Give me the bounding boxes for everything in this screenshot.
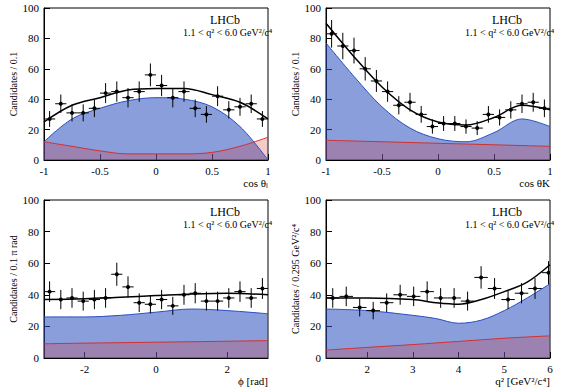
svg-text:0: 0	[315, 154, 321, 166]
svg-text:0.5: 0.5	[205, 165, 219, 177]
svg-text:-0.5: -0.5	[373, 165, 391, 177]
svg-text:-1: -1	[39, 165, 48, 177]
svg-text:LHCb: LHCb	[492, 205, 522, 219]
svg-text:-1: -1	[321, 165, 330, 177]
svg-text:0: 0	[316, 352, 322, 364]
svg-text:Candidates / 0.1: Candidates / 0.1	[8, 52, 19, 117]
svg-text:6: 6	[547, 363, 553, 375]
svg-text:80: 80	[28, 226, 40, 238]
svg-text:40: 40	[310, 93, 322, 105]
svg-text:0: 0	[435, 165, 441, 177]
svg-text:0: 0	[34, 352, 40, 364]
svg-text:0: 0	[33, 154, 39, 166]
svg-text:1: 1	[547, 165, 553, 177]
svg-text:100: 100	[305, 2, 322, 14]
svg-text:40: 40	[28, 289, 40, 301]
svg-text:60: 60	[28, 63, 40, 75]
svg-text:cos θK: cos θK	[519, 177, 550, 189]
svg-text:Candidates / 0.1 π rad: Candidates / 0.1 π rad	[8, 235, 19, 323]
svg-text:4: 4	[456, 363, 462, 375]
svg-text:1.1 < q² < 6.0 GeV²/c⁴: 1.1 < q² < 6.0 GeV²/c⁴	[183, 219, 273, 230]
svg-text:0: 0	[153, 165, 159, 177]
svg-text:q² [GeV²/c⁴]: q² [GeV²/c⁴]	[495, 375, 550, 387]
svg-text:LHCb: LHCb	[492, 13, 522, 27]
svg-text:100: 100	[23, 194, 40, 206]
svg-text:40: 40	[28, 93, 40, 105]
svg-text:80: 80	[28, 32, 40, 44]
svg-text:3: 3	[410, 363, 416, 375]
svg-text:ϕ [rad]: ϕ [rad]	[238, 375, 268, 387]
svg-text:LHCb: LHCb	[210, 205, 240, 219]
svg-text:1.1 < q² < 6.0 GeV²/c⁴: 1.1 < q² < 6.0 GeV²/c⁴	[465, 27, 555, 38]
svg-text:2: 2	[364, 363, 370, 375]
svg-text:60: 60	[310, 63, 322, 75]
svg-text:40: 40	[310, 289, 322, 301]
svg-text:-2: -2	[80, 363, 89, 375]
svg-text:20: 20	[310, 124, 322, 136]
svg-text:cos θₗ: cos θₗ	[243, 177, 268, 189]
svg-text:20: 20	[310, 320, 322, 332]
svg-text:1.1 < q² < 6.0 GeV²/c⁴: 1.1 < q² < 6.0 GeV²/c⁴	[465, 219, 555, 230]
svg-text:60: 60	[310, 257, 322, 269]
svg-text:80: 80	[310, 32, 322, 44]
svg-text:80: 80	[310, 226, 322, 238]
svg-text:1.1 < q² < 6.0 GeV²/c⁴: 1.1 < q² < 6.0 GeV²/c⁴	[183, 27, 273, 38]
svg-text:5: 5	[502, 363, 508, 375]
svg-text:20: 20	[28, 124, 40, 136]
svg-text:0: 0	[153, 363, 159, 375]
svg-text:100: 100	[305, 194, 322, 206]
svg-text:1: 1	[265, 165, 271, 177]
svg-text:-0.5: -0.5	[91, 165, 109, 177]
svg-text:0.5: 0.5	[487, 165, 501, 177]
svg-text:2: 2	[225, 363, 231, 375]
svg-text:Candidates / 0.295 GeV²/c⁴: Candidates / 0.295 GeV²/c⁴	[290, 224, 301, 334]
svg-text:100: 100	[23, 2, 40, 14]
svg-text:60: 60	[28, 257, 40, 269]
svg-text:20: 20	[28, 320, 40, 332]
svg-text:Candidates / 0.1: Candidates / 0.1	[290, 52, 301, 117]
svg-text:LHCb: LHCb	[210, 13, 240, 27]
